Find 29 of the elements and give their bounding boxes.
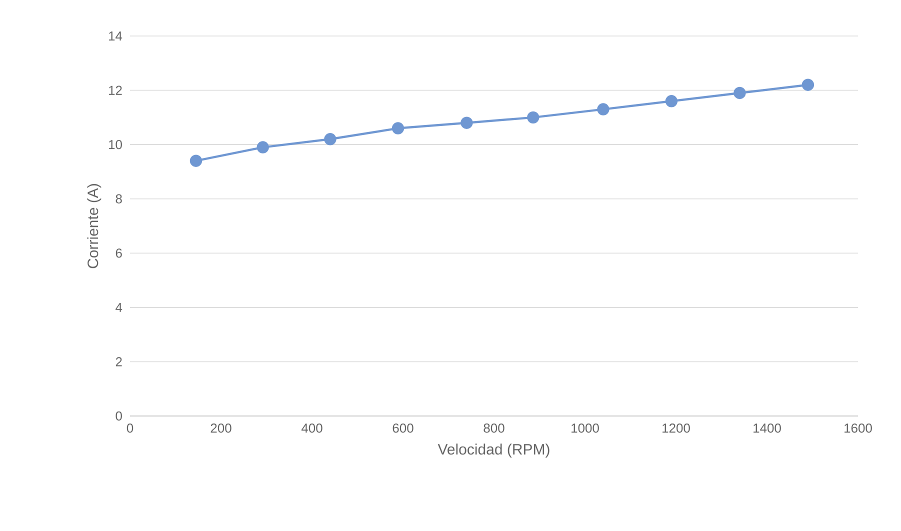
x-tick-label: 0 [126,424,134,433]
point [256,141,269,154]
y-tick-label: 12 [109,86,122,95]
y-tick-label: 8 [116,194,122,204]
point [665,95,678,108]
x-tick-label: 400 [301,424,322,433]
x-tick-label: 800 [484,424,504,433]
x-tick-label: 600 [392,424,414,433]
y-tick-label: 4 [116,302,122,312]
x-tick-label: 1400 [754,424,781,433]
point [802,78,814,91]
point [190,154,202,167]
point [460,116,473,129]
point [597,103,610,116]
point [392,122,404,134]
y-tick-label: 2 [116,357,122,366]
point [527,111,540,124]
y-axis-title: Corriente (A) [87,184,102,268]
point [734,86,746,100]
x-tick-label: 1600 [844,424,872,433]
x-tick-label: 1200 [662,424,690,433]
x-tick-label: 1000 [572,424,599,433]
y-tick-label: 0 [116,411,122,421]
x-axis-title: Velocidad (RPM) [438,444,550,458]
y-tick-label: 14 [109,32,122,40]
y-tick-label: 10 [109,140,122,150]
x-tick-label: 200 [210,424,232,433]
point [324,133,336,146]
y-tick-label: 6 [116,248,122,258]
